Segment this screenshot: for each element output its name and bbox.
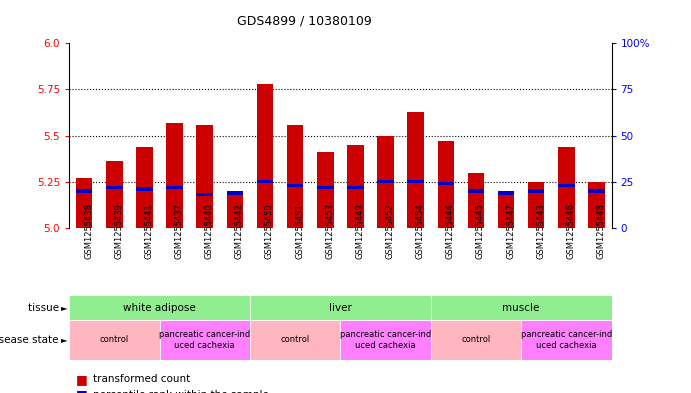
Bar [250, 295, 430, 320]
Bar [69, 295, 250, 320]
Text: muscle: muscle [502, 303, 540, 312]
Bar [377, 180, 394, 184]
Bar [227, 191, 243, 195]
Text: control: control [281, 336, 310, 344]
Text: GSM1255447: GSM1255447 [506, 203, 515, 259]
Bar [437, 141, 454, 228]
Bar [528, 189, 545, 193]
Bar [136, 187, 153, 191]
Text: ►: ► [61, 303, 68, 312]
Bar [106, 185, 122, 189]
Text: transformed count: transformed count [93, 374, 191, 384]
Text: pancreatic cancer-ind
uced cachexia: pancreatic cancer-ind uced cachexia [340, 330, 431, 350]
Bar [76, 189, 93, 193]
Bar [287, 125, 303, 228]
Bar [167, 123, 183, 228]
Text: ■: ■ [76, 388, 88, 393]
Bar [160, 320, 250, 360]
Bar [317, 185, 334, 189]
Bar [340, 320, 430, 360]
Bar [377, 136, 394, 228]
Bar [106, 162, 122, 228]
Text: GSM1255437: GSM1255437 [175, 203, 184, 259]
Text: GSM1255443: GSM1255443 [536, 203, 545, 259]
Text: GSM1255450: GSM1255450 [265, 204, 274, 259]
Text: GSM1255439: GSM1255439 [114, 203, 123, 259]
Text: GSM1255445: GSM1255445 [476, 204, 485, 259]
Bar [196, 193, 213, 196]
Bar [227, 195, 243, 228]
Bar [437, 182, 454, 185]
Bar [76, 178, 93, 228]
Bar [498, 193, 514, 228]
Text: ►: ► [61, 336, 68, 344]
Bar [430, 295, 612, 320]
Bar [558, 147, 575, 228]
Bar [196, 125, 213, 228]
Text: GSM1255438: GSM1255438 [84, 203, 93, 259]
Text: GSM1255454: GSM1255454 [416, 204, 425, 259]
Text: GSM1255440: GSM1255440 [205, 204, 214, 259]
Bar [408, 112, 424, 228]
Text: percentile rank within the sample: percentile rank within the sample [93, 390, 269, 393]
Text: GSM1255451: GSM1255451 [295, 204, 304, 259]
Text: GSM1255446: GSM1255446 [567, 203, 576, 259]
Bar [347, 185, 363, 189]
Bar [69, 320, 160, 360]
Text: GSM1255442: GSM1255442 [235, 204, 244, 259]
Bar [256, 84, 273, 228]
Text: pancreatic cancer-ind
uced cachexia: pancreatic cancer-ind uced cachexia [521, 330, 612, 350]
Bar [430, 320, 521, 360]
Text: GSM1255441: GSM1255441 [144, 204, 153, 259]
Text: control: control [100, 336, 129, 344]
Bar [468, 189, 484, 193]
Bar [588, 189, 605, 193]
Bar [256, 180, 273, 184]
Bar [521, 320, 612, 360]
Text: ■: ■ [76, 373, 88, 386]
Bar [347, 145, 363, 228]
Bar [136, 147, 153, 228]
Text: GSM1255453: GSM1255453 [325, 203, 334, 259]
Text: GSM1255449: GSM1255449 [355, 204, 364, 259]
Text: tissue: tissue [28, 303, 62, 312]
Text: pancreatic cancer-ind
uced cachexia: pancreatic cancer-ind uced cachexia [159, 330, 250, 350]
Bar [558, 184, 575, 187]
Bar [528, 182, 545, 228]
Bar [167, 185, 183, 189]
Bar [287, 184, 303, 187]
Text: GSM1255444: GSM1255444 [446, 204, 455, 259]
Text: control: control [462, 336, 491, 344]
Bar [588, 182, 605, 228]
Text: GDS4899 / 10380109: GDS4899 / 10380109 [236, 15, 372, 28]
Text: GSM1255448: GSM1255448 [596, 203, 605, 259]
Bar [498, 191, 514, 195]
Bar [408, 180, 424, 184]
Text: white adipose: white adipose [123, 303, 196, 312]
Text: GSM1255452: GSM1255452 [386, 204, 395, 259]
Text: liver: liver [329, 303, 352, 312]
Text: disease state: disease state [0, 335, 62, 345]
Bar [317, 152, 334, 228]
Bar [250, 320, 340, 360]
Bar [468, 173, 484, 228]
